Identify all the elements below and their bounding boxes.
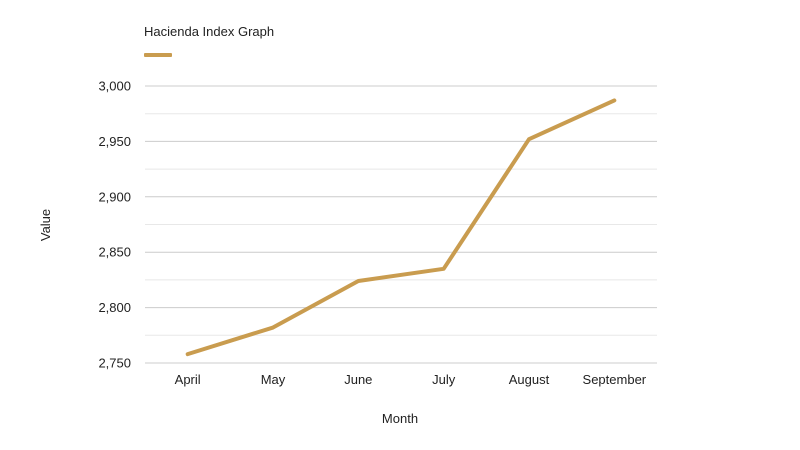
y-tick-label: 2,900 [98,189,131,204]
data-point [442,267,446,271]
data-point [271,326,275,330]
data-point [186,352,190,356]
x-tick-label: June [344,372,372,387]
series-lines [185,98,617,357]
y-tick-label: 2,850 [98,245,131,260]
x-axis-tick-labels: April May June July August September [175,372,647,387]
data-point [527,137,531,141]
series-line [185,98,617,357]
y-axis-title: Value [38,209,53,241]
x-tick-label: August [509,372,550,387]
legend-label: Hacienda Index Graph [144,24,275,39]
data-point [356,279,360,283]
x-tick-label: April [175,372,201,387]
legend: Hacienda Index Graph [144,24,275,57]
x-tick-label: September [583,372,647,387]
y-tick-label: 2,800 [98,300,131,315]
x-axis-title: Month [382,411,418,426]
x-tick-label: July [432,372,456,387]
y-tick-label: 2,750 [98,356,131,371]
legend-swatch [144,53,172,57]
y-tick-label: 3,000 [98,79,131,94]
x-tick-label: May [261,372,286,387]
data-point [612,98,616,102]
gridlines [145,85,657,364]
y-axis-tick-labels: 2,750 2,800 2,850 2,900 2,950 3,000 [98,79,131,371]
y-tick-label: 2,950 [98,134,131,149]
